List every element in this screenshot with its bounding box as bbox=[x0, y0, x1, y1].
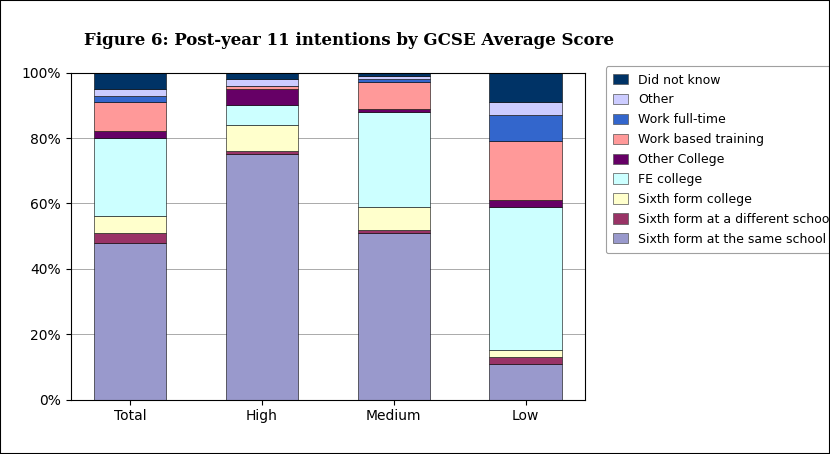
Bar bbox=[489, 102, 562, 115]
Bar bbox=[358, 83, 430, 109]
Bar bbox=[489, 200, 562, 207]
Text: Figure 6: Post-year 11 intentions by GCSE Average Score: Figure 6: Post-year 11 intentions by GCS… bbox=[84, 32, 613, 49]
Bar bbox=[226, 151, 298, 154]
Bar bbox=[94, 73, 167, 89]
Bar bbox=[489, 350, 562, 357]
Bar bbox=[226, 154, 298, 400]
Bar bbox=[226, 79, 298, 86]
Bar bbox=[94, 242, 167, 400]
Bar bbox=[358, 76, 430, 79]
Bar bbox=[358, 233, 430, 400]
Bar bbox=[358, 207, 430, 230]
Bar bbox=[226, 105, 298, 125]
Bar bbox=[226, 125, 298, 151]
Bar bbox=[94, 132, 167, 138]
Bar bbox=[226, 86, 298, 89]
Bar bbox=[489, 141, 562, 200]
Bar bbox=[226, 63, 298, 79]
Bar bbox=[489, 115, 562, 141]
Bar bbox=[94, 233, 167, 242]
Bar bbox=[358, 230, 430, 233]
Bar bbox=[358, 79, 430, 83]
Bar bbox=[358, 109, 430, 112]
Legend: Did not know, Other, Work full-time, Work based training, Other College, FE coll: Did not know, Other, Work full-time, Wor… bbox=[606, 66, 830, 253]
Bar bbox=[94, 102, 167, 132]
Bar bbox=[489, 364, 562, 400]
Bar bbox=[94, 217, 167, 233]
Bar bbox=[226, 89, 298, 105]
Bar bbox=[358, 63, 430, 76]
Bar bbox=[358, 112, 430, 207]
Bar bbox=[489, 357, 562, 364]
Bar bbox=[94, 138, 167, 217]
Bar bbox=[94, 89, 167, 95]
Bar bbox=[489, 207, 562, 350]
Bar bbox=[489, 73, 562, 102]
Bar bbox=[94, 95, 167, 102]
